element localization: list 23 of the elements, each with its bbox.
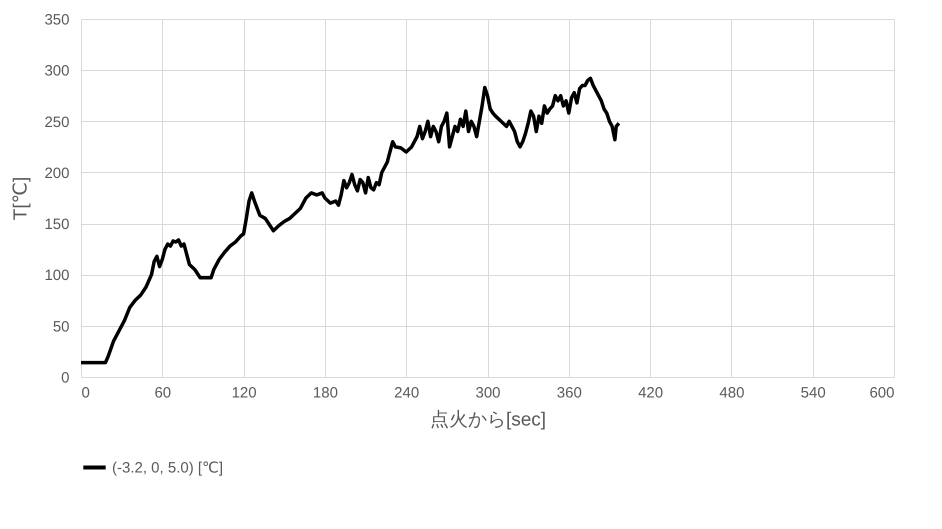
y-axis-title: T[℃] [10,176,32,220]
y-tick-label: 150 [44,216,70,234]
x-tick-label: 420 [638,384,664,402]
x-tick-label: 60 [154,384,172,402]
line-series [79,76,621,364]
x-tick-label: 180 [312,384,338,402]
x-tick-label: 120 [232,384,257,402]
x-tick-label: 240 [394,384,420,402]
legend-label: (-3.2, 0, 5.0) [℃] [112,460,224,476]
x-tick-label: 600 [869,384,894,402]
y-tick-label: 0 [61,370,70,386]
y-tick-label: 250 [44,114,70,131]
x-tick-label: 540 [800,384,826,402]
y-tick-label: 50 [52,318,70,336]
x-tick-label: 0 [82,384,90,402]
x-tick-label: 480 [719,384,744,402]
y-tick-label: 350 [44,12,70,28]
x-tick-label: 300 [475,384,501,402]
y-tick-label: 100 [44,267,70,284]
y-tick-label: 200 [44,164,70,182]
y-tick-label: 300 [44,62,70,80]
x-tick-label: 360 [556,384,582,402]
x-axis-title: 点火から[sec] [430,410,546,430]
